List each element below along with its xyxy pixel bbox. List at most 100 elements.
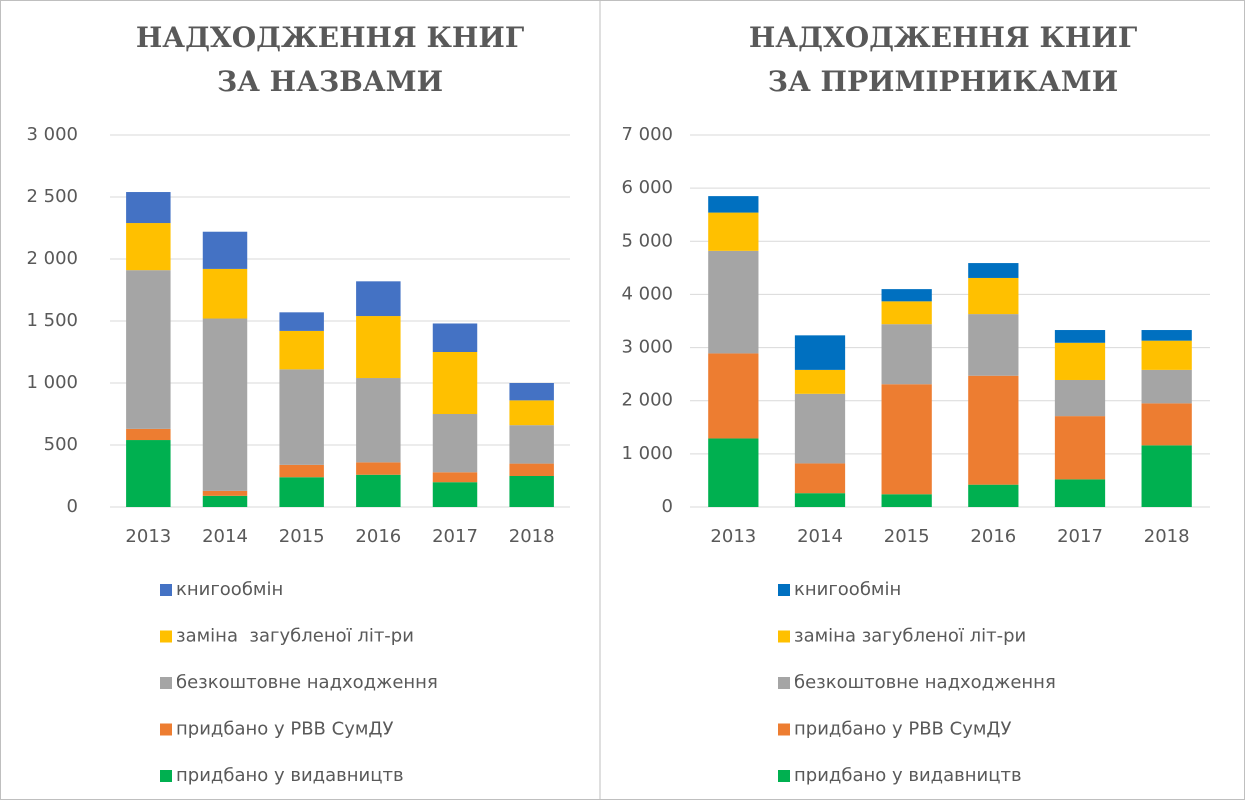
legend-swatch [778,677,790,689]
legend-swatch [778,630,790,643]
x-tick-label: 2016 [970,526,1016,547]
x-tick-label: 2017 [432,526,478,547]
y-tick-label: 0 [67,496,78,517]
y-tick-label: 3 000 [26,124,78,145]
y-tick-label: 6 000 [621,177,673,198]
bar-segment [126,223,171,271]
legend-label: заміна загубленої літ-ри [176,626,414,647]
bar-segment [356,378,401,463]
bar-segment [794,393,846,464]
legend-swatch [160,584,172,596]
chart-title: НАДХОДЖЕННЯ КНИГ ЗА НАЗВАМИ [135,21,525,98]
bar-segment [708,196,759,213]
y-tick-label: 7 000 [621,124,673,145]
bar-segment [1054,342,1106,380]
bar-segment [1141,340,1192,370]
bar-segment [968,484,1019,507]
x-tick-label: 2013 [710,526,756,547]
legend-label: заміна загубленої літ-ри [794,626,1026,647]
bar-segment [794,335,846,370]
bar-segment [356,462,401,475]
x-tick-label: 2014 [202,526,248,547]
bar-segment [202,318,248,491]
bar-segment [1141,403,1192,446]
legend-swatch [778,723,790,736]
x-tick-label: 2015 [884,526,930,547]
legend-swatch [160,770,172,782]
bar-segment [1141,330,1192,341]
bar-segment [279,477,324,507]
x-tick-label: 2015 [279,526,325,547]
y-tick-label: 1 000 [26,372,78,393]
bar-segment [126,192,171,224]
legend-label: безкоштовне надходження [176,672,438,693]
x-tick-label: 2016 [355,526,401,547]
bar-segment [881,324,932,385]
bar-segment [356,281,401,317]
bar-segment [432,323,478,352]
legend-label: книгообмін [794,579,901,600]
legend-swatch [160,630,172,643]
legend-swatch [778,770,790,782]
x-tick-label: 2018 [509,526,555,547]
bar-segment [1141,369,1192,404]
bar-segment [708,438,759,507]
y-tick-label: 2 000 [621,390,673,411]
bar-segment [509,400,554,426]
bar-segment [968,314,1019,376]
legend-swatch [160,677,172,689]
y-tick-label: 5 000 [621,230,673,251]
legend-label: придбано у видавництв [794,765,1022,786]
bar-segment [708,250,759,354]
bar-segment [881,289,932,302]
bar-segment [202,495,248,507]
bar-segment [356,474,401,507]
bar-segment [881,301,932,325]
x-tick-label: 2014 [797,526,843,547]
y-tick-label: 2 500 [26,186,78,207]
bar-segment [432,414,478,473]
bar-segment [509,463,554,476]
legend-label: безкоштовне надходження [794,672,1056,693]
bar-segment [794,369,846,394]
bar-segment [279,312,324,331]
legend-label: придбано у видавництв [176,765,404,786]
bar-segment [1054,330,1106,343]
bar-segment [432,352,478,414]
bar-segment [279,464,324,478]
y-tick-label: 0 [662,496,673,517]
x-tick-label: 2017 [1057,526,1103,547]
bar-segment [708,353,759,439]
y-tick-label: 3 000 [621,337,673,358]
bar-segment [126,270,171,429]
bar-segment [794,493,846,507]
bar-segment [509,476,554,507]
bar-segment [202,268,248,319]
y-tick-label: 4 000 [621,283,673,304]
bar-segment [202,490,248,496]
bar-segment [968,277,1019,315]
bar-segment [1141,445,1192,507]
bar-segment [708,212,759,251]
x-tick-label: 2018 [1144,526,1190,547]
bar-segment [509,425,554,464]
bar-segment [881,384,932,495]
legend-label: придбано у РВВ СумДУ [176,719,393,740]
bar-segment [279,369,324,465]
legend-swatch [778,584,790,596]
y-tick-label: 500 [44,434,78,455]
bar-segment [126,440,171,507]
y-tick-label: 1 000 [621,443,673,464]
bar-segment [126,428,171,441]
x-tick-label: 2013 [125,526,171,547]
y-tick-label: 1 500 [26,310,78,331]
bar-segment [968,263,1019,278]
bar-segment [509,383,554,401]
bar-segment [356,316,401,379]
bar-segment [279,330,324,370]
chart-title: НАДХОДЖЕННЯ КНИГ ЗА ПРИМІРНИКАМИ [748,21,1138,98]
bar-segment [1054,379,1106,417]
bar-segment [432,472,478,483]
bar-segment [881,494,932,507]
